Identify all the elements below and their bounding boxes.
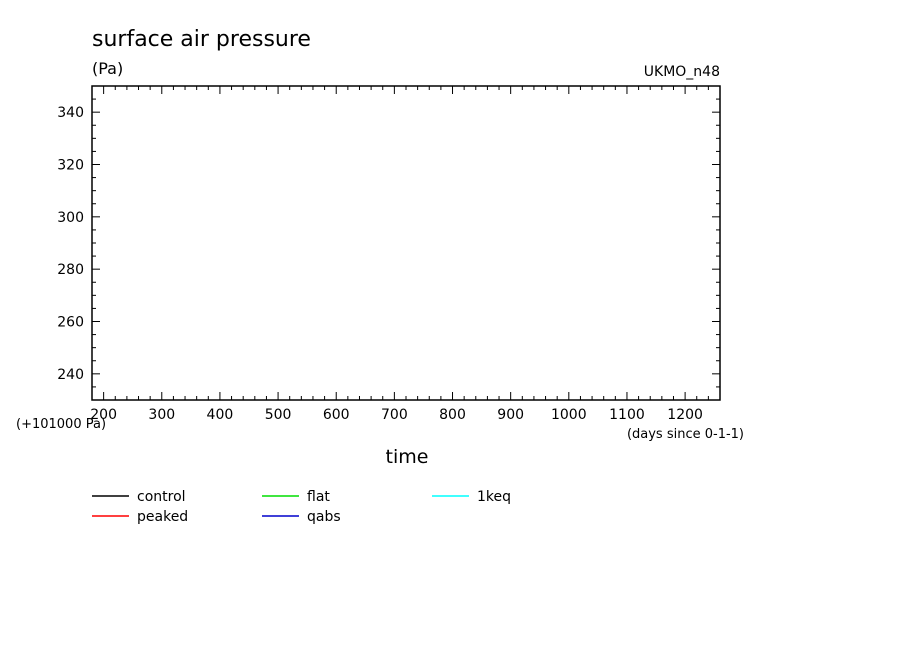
legend-label-flat: flat — [307, 489, 330, 505]
x-tick-label: 700 — [381, 407, 408, 423]
x-tick-label: 200 — [90, 407, 117, 423]
x-tick-label: 300 — [148, 407, 175, 423]
x-tick-label: 1100 — [609, 407, 645, 423]
model-label: UKMO_n48 — [644, 64, 720, 80]
y-tick-label: 260 — [57, 315, 84, 331]
chart-title: surface air pressure — [92, 27, 311, 52]
x-tick-label: 800 — [439, 407, 466, 423]
plot-frame — [91, 85, 721, 401]
x-axis-label: time — [386, 446, 429, 468]
legend-label-peaked: peaked — [137, 509, 188, 525]
x-tick-label: 1000 — [551, 407, 587, 423]
legend-label-control: control — [137, 489, 186, 505]
legend-label-1keq: 1keq — [477, 489, 511, 505]
legend-label-qabs: qabs — [307, 509, 341, 525]
x-axis: 200 300 400 500 600 700 800 900 1000 1100 1200 — [90, 86, 721, 423]
x-tick-label: 400 — [207, 407, 234, 423]
y-axis: 240 260 280 300 320 340 — [57, 85, 720, 401]
y-tick-label: 280 — [57, 262, 84, 278]
x-unit-note: (days since 0-1-1) — [627, 427, 744, 442]
x-tick-label: 500 — [265, 407, 292, 423]
y-tick-label: 320 — [57, 158, 84, 174]
y-tick-label: 340 — [57, 105, 84, 121]
x-tick-label: 600 — [323, 407, 350, 423]
x-tick-label: 1200 — [667, 407, 703, 423]
y-offset-note: (+101000 Pa) — [16, 417, 106, 432]
y-tick-label: 300 — [57, 210, 84, 226]
x-tick-label: 900 — [497, 407, 524, 423]
y-tick-label: 240 — [57, 367, 84, 383]
y-axis-label: (Pa) — [92, 59, 123, 78]
legend: control peaked flat qabs 1keq — [92, 489, 511, 525]
